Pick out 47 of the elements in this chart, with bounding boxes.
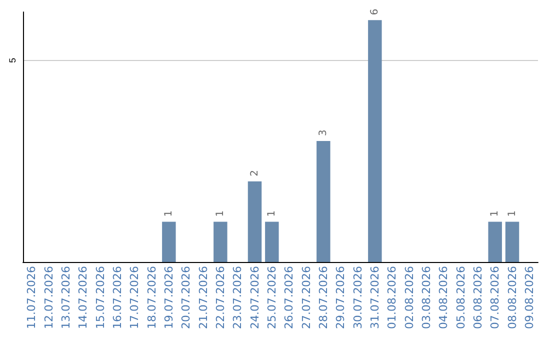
x-tick-label: 19.07.2026 (162, 266, 176, 330)
x-tick-label: 06.08.2026 (471, 266, 484, 330)
x-tick-label: 30.07.2026 (351, 266, 364, 330)
bar (368, 20, 382, 262)
x-tick-label: 20.07.2026 (180, 266, 193, 330)
data-label: 1 (266, 210, 278, 217)
x-tick-label: 09.08.2026 (522, 266, 536, 330)
x-tick-label: 02.08.2026 (402, 266, 416, 330)
x-tick-label: 11.07.2026 (25, 266, 38, 330)
x-tick-label: 29.07.2026 (334, 266, 348, 330)
x-tick-label: 01.08.2026 (386, 266, 399, 330)
data-label: 2 (249, 170, 260, 176)
x-tick-label: 28.07.2026 (316, 266, 330, 330)
bar (162, 222, 176, 262)
x-tick-label: 31.07.2026 (368, 266, 382, 330)
bar (505, 222, 520, 262)
x-tick-label: 08.08.2026 (506, 266, 519, 330)
data-label: 3 (318, 130, 329, 136)
bar (488, 222, 502, 262)
x-tick-label: 22.07.2026 (214, 266, 227, 330)
x-tick-label: 07.08.2026 (488, 266, 502, 330)
x-tick-label: 27.07.2026 (300, 266, 313, 330)
x-tick-label: 21.07.2026 (196, 266, 210, 330)
x-tick-label: 12.07.2026 (42, 266, 56, 330)
x-tick-label: 04.08.2026 (437, 266, 450, 330)
data-label: 1 (490, 210, 501, 217)
x-tick-label: 16.07.2026 (110, 266, 124, 330)
x-tick-label: 14.07.2026 (76, 266, 90, 330)
x-tick-label: 03.08.2026 (420, 266, 433, 330)
x-tick-label: 18.07.2026 (145, 266, 158, 330)
x-tick-label: 17.07.2026 (128, 266, 142, 330)
x-tick-label: 15.07.2026 (94, 266, 107, 330)
y-tick-label: 5 (8, 58, 18, 63)
data-label: 6 (369, 8, 380, 16)
x-tick-label: 24.07.2026 (248, 266, 262, 330)
bar (214, 222, 228, 262)
x-tick-label: 23.07.2026 (231, 266, 244, 330)
x-tick-label: 26.07.2026 (282, 266, 296, 330)
bar (265, 222, 279, 262)
x-tick-label: 05.08.2026 (454, 266, 468, 330)
x-tick-label: 13.07.2026 (59, 266, 72, 330)
bar (316, 141, 330, 262)
x-tick-label: 25.07.2026 (265, 266, 278, 330)
data-label: 1 (163, 210, 174, 217)
data-label: 1 (506, 210, 518, 217)
data-label: 1 (214, 210, 226, 217)
bar (248, 181, 262, 262)
